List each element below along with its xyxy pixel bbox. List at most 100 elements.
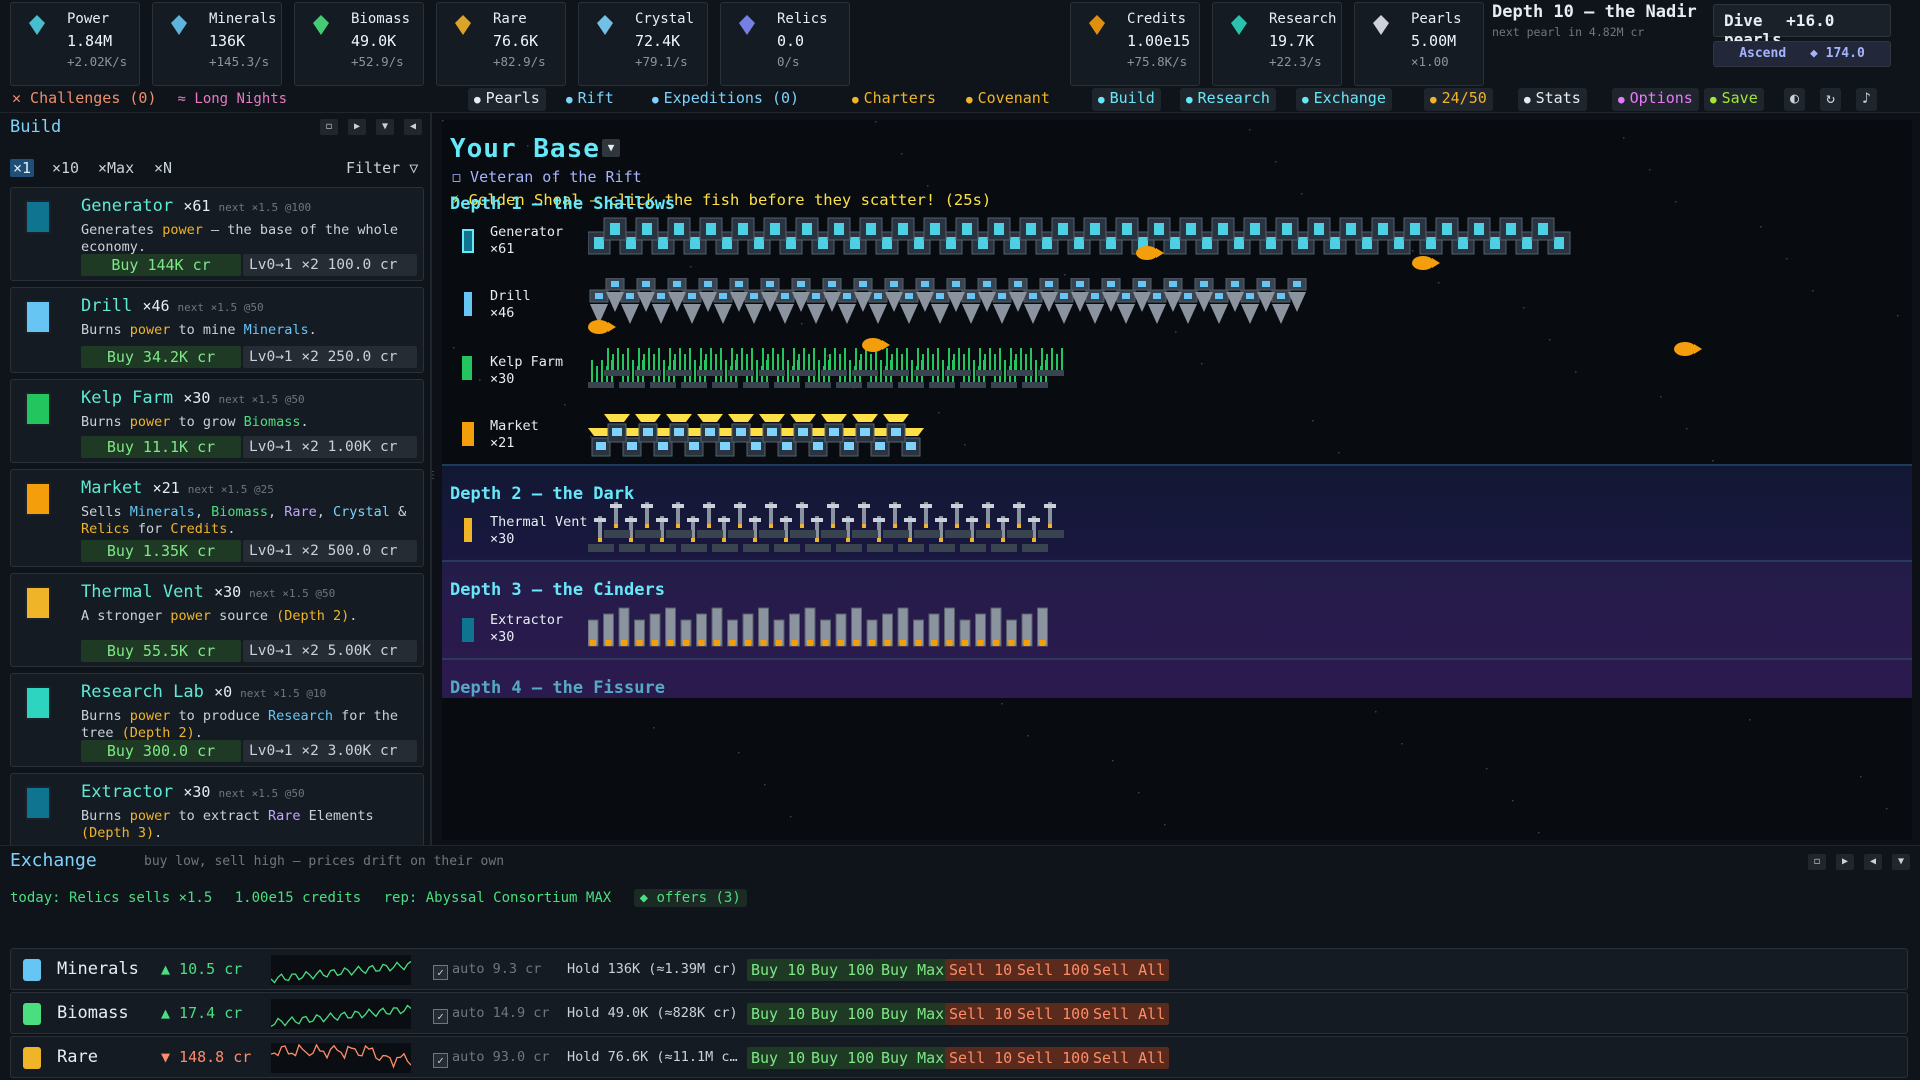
exchange-row-minerals: Minerals ▲ 10.5 cr ✓ auto 9.3 cr Hold 136…: [10, 948, 1908, 990]
buy-100-button[interactable]: Buy 100: [807, 1047, 879, 1069]
multiplier-x10[interactable]: ×10: [52, 159, 80, 177]
buy-10-button[interactable]: Buy 10: [747, 959, 810, 981]
exchange-play-icon[interactable]: ▶: [1836, 854, 1854, 870]
nav-24-50[interactable]: ● 24/50: [1424, 88, 1493, 111]
multiplier-xmax[interactable]: ×Max: [98, 159, 135, 177]
thermal-vent-building: [1007, 502, 1033, 538]
level-up-button[interactable]: Lv0→1 ×2 100.0 cr: [243, 254, 417, 276]
thermal-vent-building: [790, 502, 816, 538]
auto-checkbox[interactable]: ✓: [433, 1009, 448, 1024]
credits-total: 1.00e15 credits: [234, 890, 362, 906]
sell-100-button[interactable]: Sell 100: [1013, 959, 1094, 981]
commodity-price: ▲ 10.5 cr: [161, 960, 243, 978]
generator-icon: [25, 200, 51, 234]
nav-exchange[interactable]: ● Exchange: [1296, 88, 1392, 111]
sell-all-button[interactable]: Sell All: [1089, 1003, 1170, 1025]
drill-building: [868, 289, 888, 324]
golden-fish[interactable]: [862, 338, 890, 352]
level-up-button[interactable]: Lv0→1 ×2 5.00K cr: [243, 640, 417, 662]
sell-all-button[interactable]: Sell All: [1089, 959, 1170, 981]
buy-max-button[interactable]: Buy Max: [877, 959, 949, 981]
level-up-button[interactable]: Lv0→1 ×2 1.00K cr: [243, 436, 417, 458]
buy-button[interactable]: Buy 1.35K cr: [81, 540, 241, 562]
drill-building: [1039, 278, 1059, 312]
generator-building: [795, 217, 819, 241]
build-card-kelp-farm: Kelp Farm ×30 next ×1.5 @50 Burns power t…: [10, 379, 424, 463]
drill-label: Drill ×46: [490, 288, 531, 321]
sell-10-button[interactable]: Sell 10: [945, 959, 1017, 981]
auto-checkbox[interactable]: ✓: [433, 1053, 448, 1068]
buy-button[interactable]: Buy 300.0 cr: [81, 740, 241, 762]
nav-build[interactable]: ● Build: [1092, 88, 1161, 111]
nav-pearls[interactable]: ● Pearls: [468, 88, 546, 111]
dive-button[interactable]: Dive +16.0 pearls: [1713, 4, 1891, 49]
buy-button[interactable]: Buy 144K cr: [81, 254, 241, 276]
sell-100-button[interactable]: Sell 100: [1013, 1003, 1094, 1025]
exchange-restore-icon[interactable]: ◻: [1808, 854, 1826, 870]
star: [1438, 282, 1440, 284]
buy-button[interactable]: Buy 55.5K cr: [81, 640, 241, 662]
nav-refresh-icon[interactable]: ↻: [1820, 88, 1842, 111]
ascend-value: ◆ 174.0: [1810, 46, 1865, 61]
nav-sound-icon[interactable]: ◐: [1784, 88, 1806, 111]
panel-restore-icon[interactable]: ◻: [320, 119, 338, 135]
auto-checkbox[interactable]: ✓: [433, 965, 448, 980]
exchange-collapse-icon[interactable]: ▼: [1892, 854, 1910, 870]
extractor-building: [773, 619, 785, 647]
star: [1712, 460, 1714, 462]
long-nights-badge[interactable]: ≈ Long Nights: [177, 91, 288, 107]
exchange-left-icon[interactable]: ◀: [1864, 854, 1882, 870]
golden-fish[interactable]: [1674, 342, 1702, 356]
nav-research[interactable]: ● Research: [1180, 88, 1276, 111]
filter-button[interactable]: Filter ▽: [346, 159, 419, 177]
golden-fish[interactable]: [1136, 246, 1164, 260]
offers-button[interactable]: ◆ offers (3): [633, 889, 747, 907]
sell-all-button[interactable]: Sell All: [1089, 1047, 1170, 1069]
resource-rate: +52.9/s: [351, 54, 404, 69]
nav-music-icon[interactable]: ♪: [1856, 88, 1878, 111]
buy-button[interactable]: Buy 34.2K cr: [81, 346, 241, 368]
panel-collapse-icon[interactable]: ▼: [376, 119, 394, 135]
buy-10-button[interactable]: Buy 10: [747, 1047, 810, 1069]
nav-expeditions-0[interactable]: ● Expeditions (0): [646, 88, 805, 111]
auto-sell[interactable]: ✓ auto 9.3 cr: [433, 961, 541, 980]
base-dropdown-icon[interactable]: ▼: [602, 139, 620, 157]
level-up-button[interactable]: Lv0→1 ×2 250.0 cr: [243, 346, 417, 368]
level-up-button[interactable]: Lv0→1 ×2 500.0 cr: [243, 540, 417, 562]
buy-100-button[interactable]: Buy 100: [807, 1003, 879, 1025]
nav-charters[interactable]: ● Charters: [846, 88, 942, 111]
star: [875, 121, 877, 123]
buy-max-button[interactable]: Buy Max: [877, 1003, 949, 1025]
buy-100-button[interactable]: Buy 100: [807, 959, 879, 981]
nav-save[interactable]: ● Save: [1704, 88, 1764, 111]
buy-button[interactable]: Buy 11.1K cr: [81, 436, 241, 458]
nav-rift[interactable]: ● Rift: [560, 88, 620, 111]
drill-building: [1271, 289, 1291, 324]
buy-max-button[interactable]: Buy Max: [877, 1047, 949, 1069]
multiplier-x1[interactable]: ×1: [10, 159, 35, 177]
auto-sell[interactable]: ✓ auto 93.0 cr: [433, 1049, 550, 1068]
sell-10-button[interactable]: Sell 10: [945, 1047, 1017, 1069]
nav-stats[interactable]: ● Stats: [1518, 88, 1587, 111]
building-name: Kelp Farm ×30 next ×1.5 @50: [81, 388, 305, 408]
multiplier-xn[interactable]: ×N: [154, 159, 173, 177]
level-up-button[interactable]: Lv0→1 ×2 3.00K cr: [243, 740, 417, 762]
panel-play-icon[interactable]: ▶: [348, 119, 366, 135]
thermal-vent-building: [743, 516, 769, 552]
star: [1760, 226, 1762, 228]
buy-10-button[interactable]: Buy 10: [747, 1003, 810, 1025]
nav-covenant[interactable]: ● Covenant: [960, 88, 1056, 111]
golden-fish[interactable]: [588, 320, 616, 334]
nav-options[interactable]: ● Options: [1612, 88, 1699, 111]
thermal-vent-building: [774, 516, 800, 552]
ascend-button[interactable]: Ascend ◆ 174.0: [1713, 41, 1891, 67]
challenges-button[interactable]: ✕ Challenges (0): [12, 89, 157, 107]
extractor-building: [882, 613, 893, 647]
thermal-vent-building: [836, 516, 862, 552]
sell-10-button[interactable]: Sell 10: [945, 1003, 1017, 1025]
golden-fish[interactable]: [1412, 256, 1440, 270]
panel-resize-handle[interactable]: ⋮: [428, 470, 438, 481]
panel-left-icon[interactable]: ◀: [404, 119, 422, 135]
auto-sell[interactable]: ✓ auto 14.9 cr: [433, 1005, 550, 1024]
sell-100-button[interactable]: Sell 100: [1013, 1047, 1094, 1069]
